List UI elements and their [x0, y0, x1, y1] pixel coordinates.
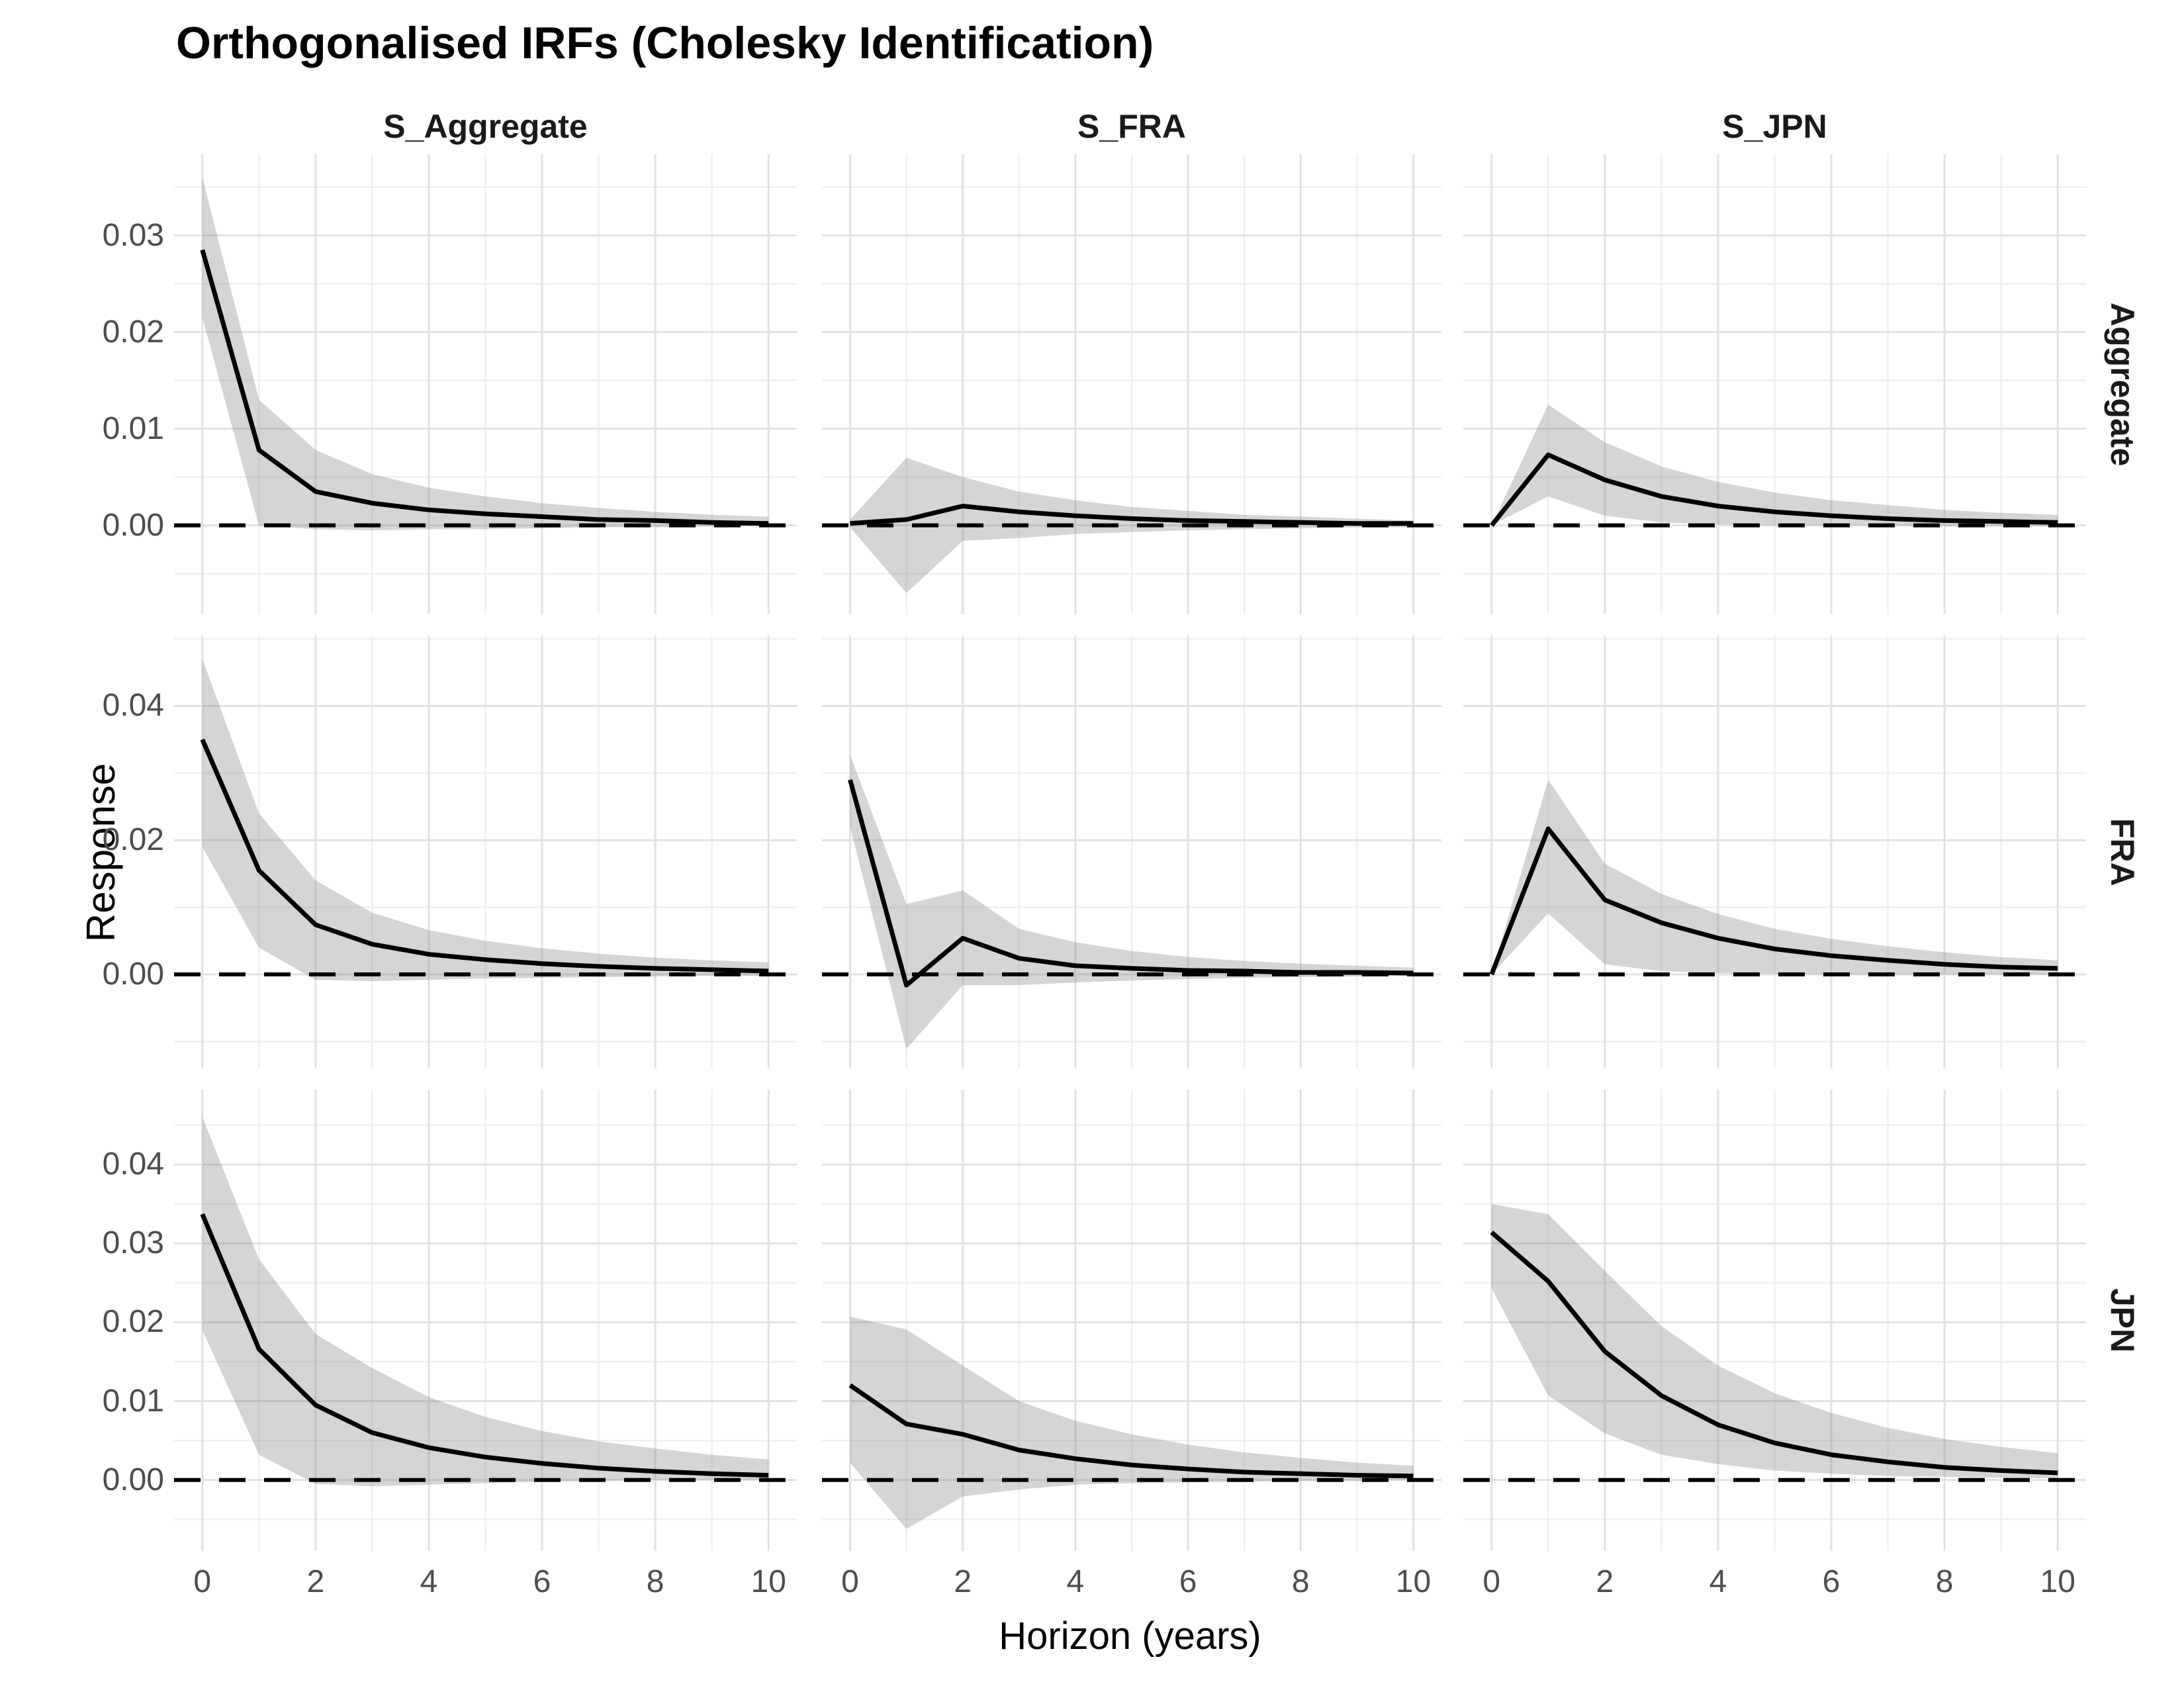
- x-tick-label: 6: [1822, 1564, 1841, 1599]
- irf-panel-FRA-S_FRA: [822, 635, 1441, 1068]
- confidence-ribbon: [202, 659, 769, 982]
- x-tick-label: 8: [1935, 1564, 1954, 1599]
- facet-row-strip-fra: FRA: [2104, 818, 2141, 886]
- x-axis-title: Horizon (years): [999, 1615, 1261, 1658]
- irf-panel-JPN-S_JPN: [1463, 1090, 2086, 1551]
- x-tick-label: 10: [751, 1564, 786, 1599]
- facet-col-strip-s-jpn: S_JPN: [1722, 108, 1827, 145]
- confidence-ribbon: [202, 1117, 769, 1487]
- facet-col-strip-s-fra: S_FRA: [1077, 108, 1186, 145]
- irf-panel-FRA-S_Aggregate: [174, 635, 797, 1068]
- confidence-ribbon: [202, 177, 769, 530]
- irf-panel-JPN-S_Aggregate: [174, 1090, 797, 1551]
- facet-col-strip-s-aggregate: S_Aggregate: [383, 108, 588, 145]
- x-tick-label: 2: [306, 1564, 325, 1599]
- x-tick-label: 8: [646, 1564, 664, 1599]
- irf-line: [200, 1213, 769, 1478]
- facet-row-strip-jpn: JPN: [2104, 1288, 2141, 1353]
- irf-panel-Aggregate-S_FRA: [822, 154, 1441, 614]
- x-tick-label: 8: [1291, 1564, 1310, 1599]
- y-tick-label: 0.01: [102, 410, 164, 446]
- y-tick-label: 0.00: [102, 957, 164, 992]
- y-tick-label: 0.04: [102, 688, 164, 724]
- irf-line: [200, 738, 769, 974]
- irf-line: [850, 504, 1414, 526]
- x-tick-label: 0: [1482, 1564, 1501, 1599]
- irf-line: [1489, 826, 2058, 976]
- confidence-ribbon: [1491, 404, 2058, 527]
- y-tick-label: 0.04: [102, 1147, 164, 1182]
- y-tick-label: 0.02: [102, 314, 164, 350]
- irf-panel-JPN-S_FRA: [822, 1090, 1441, 1551]
- confidence-ribbon: [1491, 780, 2058, 974]
- confidence-ribbon: [1491, 1203, 2058, 1479]
- y-tick-label: 0.03: [102, 217, 164, 253]
- y-tick-label: 0.01: [102, 1383, 164, 1419]
- y-tick-label: 0.03: [102, 1225, 164, 1261]
- y-tick-label: 0.02: [102, 822, 164, 858]
- irf-panel-FRA-S_JPN: [1463, 635, 2086, 1068]
- irf-line: [1490, 452, 2058, 527]
- x-tick-label: 2: [1596, 1564, 1614, 1599]
- x-tick-label: 4: [1066, 1564, 1085, 1599]
- irf-line: [1490, 1231, 2058, 1476]
- irf-panel-Aggregate-S_JPN: [1463, 154, 2086, 614]
- x-tick-label: 10: [2040, 1564, 2075, 1599]
- y-tick-label: 0.00: [102, 507, 164, 543]
- x-tick-label: 0: [193, 1564, 212, 1599]
- x-tick-label: 10: [1395, 1564, 1432, 1599]
- facet-row-strip-aggregate: Aggregate: [2104, 302, 2141, 467]
- confidence-ribbon: [850, 457, 1414, 593]
- x-tick-label: 4: [1709, 1564, 1727, 1599]
- x-tick-label: 4: [420, 1564, 438, 1599]
- y-tick-label: 0.02: [102, 1304, 164, 1340]
- x-tick-label: 0: [841, 1564, 859, 1599]
- x-tick-label: 2: [954, 1564, 972, 1599]
- x-tick-label: 6: [1179, 1564, 1197, 1599]
- irf-panel-Aggregate-S_Aggregate: [174, 154, 797, 614]
- confidence-ribbon: [850, 1317, 1414, 1529]
- y-tick-label: 0.00: [102, 1462, 164, 1497]
- irf-line: [848, 779, 1414, 988]
- irf-line: [200, 249, 769, 526]
- x-tick-label: 6: [533, 1564, 551, 1599]
- irf-line: [848, 1383, 1414, 1479]
- chart-title: Orthogonalised IRFs (Cholesky Identifica…: [176, 18, 1154, 68]
